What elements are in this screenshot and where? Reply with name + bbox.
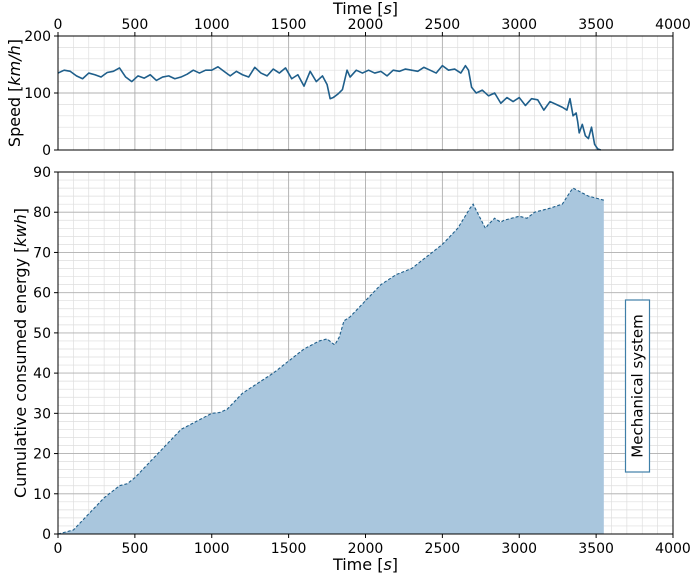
x-axis-bottom: 0 500 1000 1500 2000 2500 3000 3500 4000 [54, 534, 691, 557]
x-tick-label: 0 [54, 17, 63, 33]
y-tick-label: 70 [33, 245, 51, 261]
y-tick-label: 10 [33, 487, 51, 503]
y-tick-label: 30 [33, 406, 51, 422]
y-tick-label: 0 [42, 143, 51, 159]
y-tick-label: 50 [33, 326, 51, 342]
speed-subplot: 0 500 1000 1500 2000 2500 3000 3500 4000 0 100 200 T… [5, 0, 691, 159]
x-tick-label: 1500 [271, 541, 307, 557]
energy-area-fill [58, 188, 604, 534]
annotation-box [624, 299, 651, 473]
mechanical-system-annotation: Mechanical system [624, 299, 651, 473]
y-axis-label: Speed [km/h] [5, 39, 24, 147]
x-tick-label: 3000 [501, 541, 537, 557]
x-tick-label: 500 [122, 17, 149, 33]
speed-series-line [57, 64, 602, 151]
y-tick-label: 0 [42, 527, 51, 543]
x-axis-label: Time [s] [332, 0, 398, 18]
x-tick-label: 4000 [655, 17, 691, 33]
x-tick-label: 1000 [194, 541, 230, 557]
y-tick-label: 100 [24, 86, 51, 102]
y-tick-label: 60 [33, 286, 51, 302]
x-tick-label: 1500 [271, 17, 307, 33]
annotation-text: Mechanical system [629, 314, 647, 457]
x-axis-top: 0 500 1000 1500 2000 2500 3000 3500 4000 [54, 17, 691, 36]
x-tick-label: 4000 [655, 541, 691, 557]
y-tick-label: 40 [33, 366, 51, 382]
y-tick-label: 80 [33, 205, 51, 221]
x-tick-label: 2500 [425, 541, 461, 557]
x-tick-label: 3000 [501, 17, 537, 33]
energy-subplot: 0 500 1000 1500 2000 2500 3000 3500 4000 0 10 20 30 4… [11, 165, 691, 574]
y-tick-label: 200 [24, 29, 51, 45]
y-tick-label: 20 [33, 447, 51, 463]
x-tick-label: 3500 [578, 541, 614, 557]
y-axis-label: Cumulative consumed energy [kwh] [11, 208, 30, 498]
x-tick-label: 2000 [348, 541, 384, 557]
x-tick-label: 2000 [348, 17, 384, 33]
x-tick-label: 500 [122, 541, 149, 557]
x-tick-label: 2500 [425, 17, 461, 33]
y-axis: 0 100 200 [24, 29, 58, 159]
y-axis: 0 10 20 30 40 50 60 70 80 90 [33, 165, 58, 543]
x-tick-label: 3500 [578, 17, 614, 33]
y-tick-label: 90 [33, 165, 51, 181]
x-axis-label: Time [s] [332, 555, 398, 574]
x-tick-label: 0 [54, 541, 63, 557]
x-tick-label: 1000 [194, 17, 230, 33]
